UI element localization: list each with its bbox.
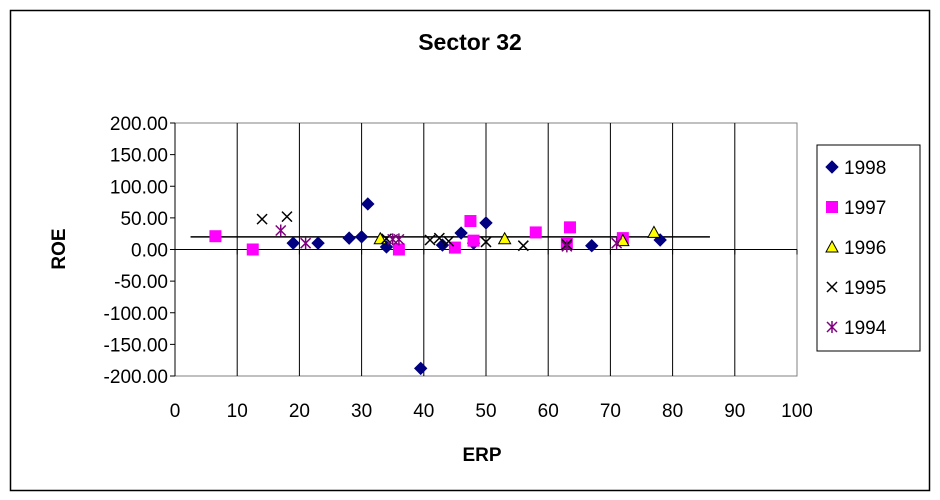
y-tick-label: 150.00 — [110, 146, 168, 167]
data-point-x — [433, 232, 445, 244]
data-point-square — [464, 215, 477, 228]
x-tick-label: 80 — [662, 401, 683, 422]
x-tick-label: 70 — [600, 401, 621, 422]
data-point-square — [563, 221, 576, 234]
data-point-diamond — [585, 238, 599, 253]
legend-marker-asterisk — [826, 321, 838, 333]
legend-marker-triangle — [825, 239, 839, 253]
chart-title: Sector 32 — [418, 29, 522, 55]
data-point-square — [392, 243, 405, 256]
x-tick-label: 100 — [781, 401, 813, 422]
data-point-x — [443, 235, 455, 247]
data-point-x — [256, 213, 268, 225]
data-point-diamond — [342, 231, 356, 245]
x-tick-label: 10 — [227, 401, 248, 422]
y-tick-label: -150.00 — [104, 335, 168, 356]
legend-label: 1996 — [844, 238, 886, 259]
data-point-asterisk — [393, 233, 405, 246]
y-tick-label: -50.00 — [114, 272, 168, 293]
legend-label: 1994 — [844, 318, 887, 339]
data-point-diamond — [311, 236, 325, 250]
legend-label: 1997 — [844, 198, 886, 219]
y-tick-label: 200.00 — [110, 114, 168, 135]
data-point-x — [480, 236, 492, 248]
data-point-diamond — [479, 216, 493, 230]
y-tick-label: -100.00 — [104, 304, 168, 325]
x-tick-label: 0 — [170, 401, 181, 422]
data-point-diamond — [454, 226, 468, 240]
data-point-x — [517, 240, 529, 252]
data-point-asterisk — [300, 237, 312, 250]
x-tick-label: 20 — [289, 401, 310, 422]
data-point-asterisk — [611, 237, 623, 250]
y-tick-label: -200.00 — [104, 367, 168, 388]
x-tick-label: 60 — [538, 401, 559, 422]
data-point-x — [281, 211, 293, 223]
x-tick-label: 30 — [351, 401, 372, 422]
data-point-asterisk — [275, 224, 287, 237]
data-point-square — [529, 226, 542, 239]
plot-area: 0 10 20 30 40 50 60 70 80 90 100 200.00 150.00 100.00… — [104, 114, 813, 422]
y-tick-label: 50.00 — [120, 209, 168, 230]
data-point-square — [246, 243, 259, 256]
y-axis-label: ROE — [49, 228, 70, 269]
data-point-asterisk — [561, 240, 573, 253]
x-tick-label: 40 — [413, 401, 434, 422]
data-point-diamond — [413, 361, 428, 376]
data-point-x — [424, 234, 436, 246]
data-point-triangle — [647, 225, 661, 238]
y-tick-label: 100.00 — [110, 177, 168, 198]
legend: 1998 1997 1996 1995 1994 — [816, 144, 921, 352]
data-point-square — [467, 234, 480, 247]
x-tick-label: 50 — [475, 401, 496, 422]
data-point-diamond — [354, 230, 369, 244]
legend-marker-square — [826, 201, 838, 213]
x-tick-label: 90 — [724, 401, 745, 422]
y-tick-label: 0.00 — [131, 241, 168, 262]
data-point-diamond — [361, 197, 375, 211]
legend-marker-diamond — [825, 160, 839, 174]
legend-marker-x — [826, 281, 838, 293]
data-point-diamond — [286, 236, 300, 250]
data-point-square — [209, 230, 222, 243]
x-axis-label: ERP — [462, 445, 501, 466]
legend-label: 1995 — [844, 278, 886, 299]
data-point-triangle — [497, 231, 512, 245]
legend-label: 1998 — [844, 158, 886, 179]
